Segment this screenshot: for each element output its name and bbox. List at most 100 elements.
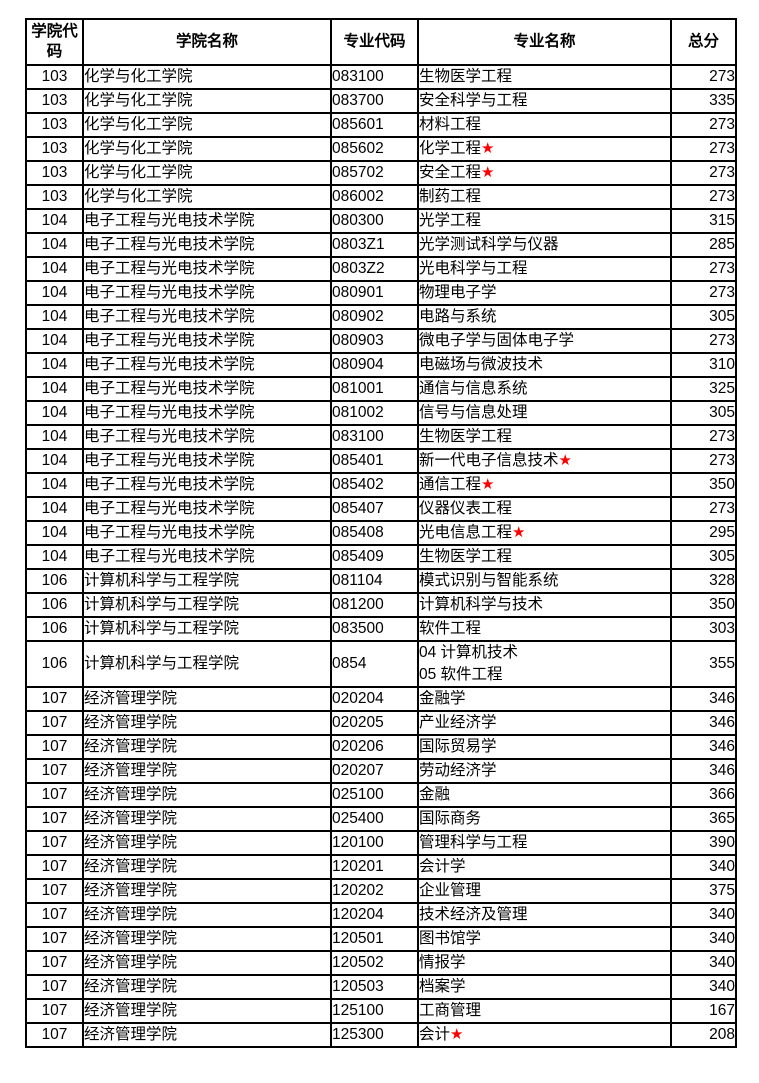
major-name-cell: 仪器仪表工程 <box>417 496 672 522</box>
college-code-cell: 106 <box>25 640 84 688</box>
college-code-cell: 107 <box>25 686 84 712</box>
college-code-cell: 104 <box>25 304 84 330</box>
major-name-cell: 管理科学与工程 <box>417 830 672 856</box>
college-code-cell: 103 <box>25 136 84 162</box>
major-name-cell: 国际商务 <box>417 806 672 832</box>
college-code-cell: 103 <box>25 160 84 186</box>
total-score-cell: 340 <box>670 950 737 976</box>
table-row: 104 电子工程与光电技术学院 081002 信号与信息处理 305 <box>25 400 737 426</box>
total-score-cell: 273 <box>670 280 737 306</box>
major-name-cell: 生物医学工程 <box>417 64 672 90</box>
college-name-cell: 电子工程与光电技术学院 <box>82 232 332 258</box>
total-score-cell: 310 <box>670 352 737 378</box>
total-score-cell: 346 <box>670 710 737 736</box>
total-score-cell: 375 <box>670 878 737 904</box>
table-row: 104 电子工程与光电技术学院 085401 新一代电子信息技术★ 273 <box>25 448 737 474</box>
major-name-cell: 企业管理 <box>417 878 672 904</box>
college-name-cell: 电子工程与光电技术学院 <box>82 520 332 546</box>
star-icon: ★ <box>512 524 526 541</box>
table-row: 103 化学与化工学院 083700 安全科学与工程 335 <box>25 88 737 114</box>
total-score-cell: 285 <box>670 232 737 258</box>
college-code-cell: 104 <box>25 256 84 282</box>
college-code-cell: 107 <box>25 1022 84 1048</box>
major-name-cell: 模式识别与智能系统 <box>417 568 672 594</box>
total-score-cell: 273 <box>670 160 737 186</box>
major-code-cell: 083100 <box>330 424 419 450</box>
table-row: 103 化学与化工学院 085602 化学工程★ 273 <box>25 136 737 162</box>
college-code-cell: 104 <box>25 232 84 258</box>
major-name-cell: 制药工程 <box>417 184 672 210</box>
star-icon: ★ <box>558 452 572 469</box>
table-row: 104 电子工程与光电技术学院 085407 仪器仪表工程 273 <box>25 496 737 522</box>
table-row: 107 经济管理学院 020205 产业经济学 346 <box>25 710 737 736</box>
major-code-cell: 020204 <box>330 686 419 712</box>
total-score-cell: 325 <box>670 376 737 402</box>
total-score-cell: 365 <box>670 806 737 832</box>
table-row: 107 经济管理学院 120201 会计学 340 <box>25 854 737 880</box>
table-row: 104 电子工程与光电技术学院 081001 通信与信息系统 325 <box>25 376 737 402</box>
major-name-cell: 软件工程 <box>417 616 672 642</box>
college-code-cell: 104 <box>25 424 84 450</box>
total-score-cell: 305 <box>670 544 737 570</box>
major-code-cell: 080300 <box>330 208 419 234</box>
college-name-cell: 电子工程与光电技术学院 <box>82 256 332 282</box>
college-code-cell: 107 <box>25 710 84 736</box>
header-major-name: 专业名称 <box>417 18 672 66</box>
college-code-cell: 106 <box>25 592 84 618</box>
table-row: 104 电子工程与光电技术学院 080903 微电子学与固体电子学 273 <box>25 328 737 354</box>
major-code-cell: 085402 <box>330 472 419 498</box>
college-name-cell: 电子工程与光电技术学院 <box>82 472 332 498</box>
major-code-cell: 081002 <box>330 400 419 426</box>
major-code-cell: 085702 <box>330 160 419 186</box>
college-name-cell: 经济管理学院 <box>82 878 332 904</box>
total-score-cell: 303 <box>670 616 737 642</box>
college-code-cell: 104 <box>25 280 84 306</box>
total-score-cell: 273 <box>670 448 737 474</box>
college-name-cell: 化学与化工学院 <box>82 112 332 138</box>
major-name-cell: 光电科学与工程 <box>417 256 672 282</box>
major-name-cell: 工商管理 <box>417 998 672 1024</box>
major-name-cell: 通信与信息系统 <box>417 376 672 402</box>
total-score-cell: 340 <box>670 902 737 928</box>
total-score-cell: 355 <box>670 640 737 688</box>
total-score-cell: 340 <box>670 854 737 880</box>
college-name-cell: 电子工程与光电技术学院 <box>82 280 332 306</box>
total-score-cell: 315 <box>670 208 737 234</box>
college-name-cell: 经济管理学院 <box>82 710 332 736</box>
major-name-cell: 会计学 <box>417 854 672 880</box>
major-name-cell: 劳动经济学 <box>417 758 672 784</box>
major-name-cell: 化学工程★ <box>417 136 672 162</box>
table-row: 104 电子工程与光电技术学院 0803Z1 光学测试科学与仪器 285 <box>25 232 737 258</box>
total-score-cell: 273 <box>670 328 737 354</box>
college-code-cell: 103 <box>25 88 84 114</box>
college-code-cell: 107 <box>25 878 84 904</box>
total-score-cell: 273 <box>670 256 737 282</box>
total-score-cell: 273 <box>670 112 737 138</box>
major-code-cell: 020206 <box>330 734 419 760</box>
major-code-cell: 120100 <box>330 830 419 856</box>
total-score-cell: 335 <box>670 88 737 114</box>
total-score-cell: 167 <box>670 998 737 1024</box>
major-code-cell: 085407 <box>330 496 419 522</box>
college-name-cell: 计算机科学与工程学院 <box>82 640 332 688</box>
total-score-cell: 346 <box>670 758 737 784</box>
table-row: 107 经济管理学院 025100 金融 366 <box>25 782 737 808</box>
college-name-cell: 电子工程与光电技术学院 <box>82 376 332 402</box>
table-row: 103 化学与化工学院 086002 制药工程 273 <box>25 184 737 210</box>
major-code-cell: 085409 <box>330 544 419 570</box>
total-score-cell: 305 <box>670 304 737 330</box>
major-name-cell: 国际贸易学 <box>417 734 672 760</box>
total-score-cell: 390 <box>670 830 737 856</box>
table-row: 107 经济管理学院 120503 档案学 340 <box>25 974 737 1000</box>
college-name-cell: 经济管理学院 <box>82 782 332 808</box>
major-code-cell: 120202 <box>330 878 419 904</box>
major-code-cell: 081001 <box>330 376 419 402</box>
major-code-cell: 125100 <box>330 998 419 1024</box>
major-code-cell: 120502 <box>330 950 419 976</box>
college-name-cell: 化学与化工学院 <box>82 184 332 210</box>
header-row: 学院代码 学院名称 专业代码 专业名称 总分 <box>25 18 737 66</box>
major-code-cell: 0803Z1 <box>330 232 419 258</box>
college-name-cell: 电子工程与光电技术学院 <box>82 328 332 354</box>
college-code-cell: 107 <box>25 902 84 928</box>
major-code-cell: 120204 <box>330 902 419 928</box>
